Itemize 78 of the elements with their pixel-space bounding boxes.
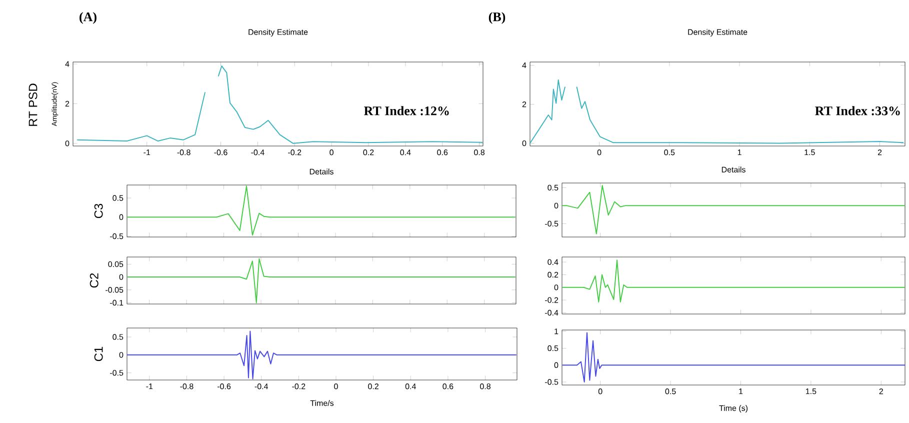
x-tick-label: -0.4 (251, 150, 264, 156)
y-tick-label: 4 (522, 62, 526, 68)
x-tick-label: 0.2 (363, 150, 374, 156)
y-tick-label: -0.05 (106, 287, 124, 293)
x-tick-label: 0.8 (474, 150, 485, 156)
chart-title: Density Estimate (248, 29, 308, 36)
x-tick-label: 1 (739, 388, 743, 394)
x-tick-label: -0.6 (218, 384, 231, 390)
line-series (127, 258, 516, 304)
text: (B) (488, 12, 506, 24)
x-tick-label: 0 (330, 150, 334, 156)
x-tick-label: 0.5 (664, 150, 675, 156)
x-tick-label: -0.2 (292, 384, 306, 390)
y-tick-label: 0.2 (548, 272, 558, 278)
x-tick-label: -0.2 (288, 150, 302, 156)
x-tick-label: 1.5 (806, 388, 816, 394)
y-tick-label: 4 (65, 61, 70, 67)
text: RT PSD (28, 84, 38, 126)
chart-title: Details (310, 168, 334, 174)
x-axis-title: Time/s (310, 400, 334, 406)
line-series (127, 330, 517, 380)
y-tick-label: 0 (119, 274, 124, 280)
x-tick-label: 2 (878, 150, 882, 156)
y-tick-label: 1 (554, 328, 558, 334)
y-tick-label: -0.5 (110, 233, 124, 240)
x-tick-label: -1 (144, 150, 150, 156)
x-tick-label: 0.8 (480, 384, 490, 390)
y-tick-label: 0.5 (548, 184, 558, 191)
x-tick-label: 1.5 (804, 150, 815, 156)
y-tick-label: 0 (119, 352, 124, 358)
y-tick-label: 0 (554, 284, 558, 290)
chart-title: Details (722, 166, 746, 172)
line-series (562, 260, 906, 302)
y-axis-title: C3 (94, 204, 103, 218)
chart-title: Density Estimate (688, 29, 748, 36)
y-tick-label: 0 (65, 140, 70, 146)
x-tick-label: -0.8 (180, 384, 194, 390)
x-tick-label: 0 (597, 150, 602, 156)
y-tick-label: 2 (522, 102, 526, 108)
x-axis-title: Time (s) (719, 405, 748, 413)
y-tick-label: 0.5 (548, 345, 558, 352)
y-tick-label: -0.5 (110, 370, 124, 376)
x-tick-label: -1 (146, 384, 153, 390)
y-tick-label: 0.5 (112, 334, 124, 340)
line-series (127, 186, 516, 236)
y-tick-label: -0.1 (110, 300, 124, 306)
y-tick-label: -0.5 (545, 220, 558, 227)
x-tick-label: 2 (879, 388, 883, 394)
x-tick-label: 0.2 (368, 384, 378, 390)
y-tick-label: 0 (522, 140, 526, 146)
y-tick-label: 2 (65, 100, 70, 106)
annotation: RT Index :12% (364, 106, 449, 116)
x-tick-label: 0 (598, 388, 602, 394)
x-tick-label: -0.6 (214, 150, 228, 156)
y-tick-label: 0.05 (108, 261, 124, 268)
y-tick-label: 0.4 (548, 259, 558, 265)
x-tick-label: 0 (334, 384, 338, 390)
y-axis-title: C2 (90, 273, 98, 288)
line-series (562, 332, 906, 382)
y-tick-label: -0.5 (545, 379, 558, 385)
y-tick-label: 0.5 (112, 195, 124, 201)
y-tick-label: -0.2 (545, 297, 558, 303)
x-tick-label: 0.6 (442, 384, 454, 390)
line-series (562, 185, 906, 234)
text: (A) (80, 12, 96, 24)
x-tick-label: 0.4 (405, 384, 416, 390)
x-tick-label: 0.4 (400, 150, 411, 156)
x-tick-label: -0.4 (254, 384, 268, 390)
x-tick-label: 0.6 (437, 150, 448, 156)
y-tick-label: 0 (554, 202, 558, 209)
y-tick-label: 0 (119, 214, 124, 220)
x-tick-label: -0.8 (177, 150, 190, 156)
y-tick-label: -0.4 (545, 310, 558, 316)
x-tick-label: 0.5 (665, 388, 676, 394)
x-tick-label: 1 (738, 150, 742, 156)
y-tick-label: 0 (554, 362, 558, 368)
y-axis-title: C1 (94, 346, 103, 362)
annotation: RT Index :33% (815, 106, 900, 116)
